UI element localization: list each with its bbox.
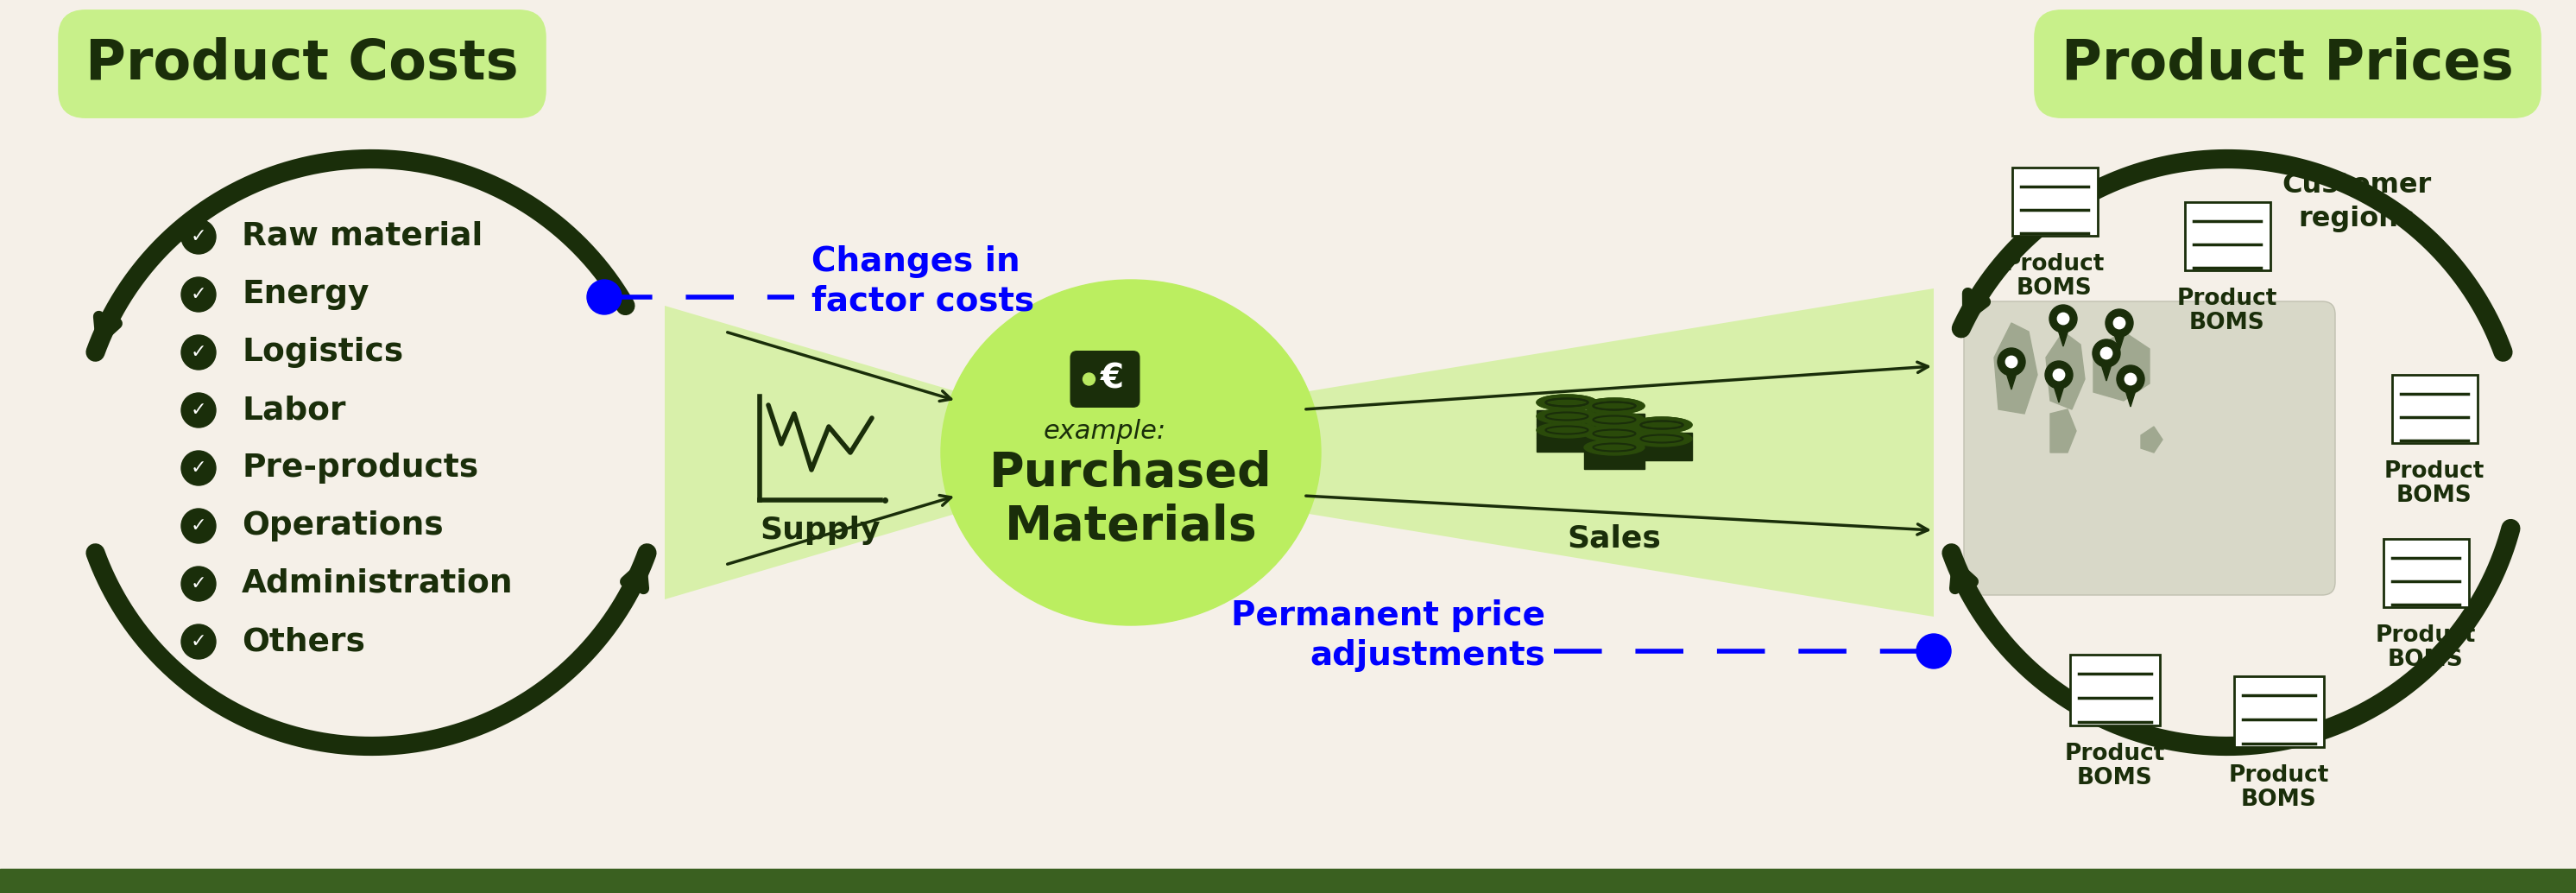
Text: Product Prices: Product Prices	[2061, 38, 2514, 91]
Text: Permanent price
adjustments: Permanent price adjustments	[1231, 599, 1546, 672]
Circle shape	[180, 624, 216, 659]
Text: ✓: ✓	[191, 228, 206, 246]
Polygon shape	[665, 305, 958, 599]
Bar	[1584, 413, 1643, 428]
Bar	[1538, 410, 1597, 424]
Circle shape	[2125, 373, 2136, 385]
Ellipse shape	[1631, 431, 1692, 446]
Polygon shape	[2123, 385, 2138, 407]
Circle shape	[180, 509, 216, 543]
Ellipse shape	[1538, 395, 1597, 410]
Text: Product
BOMS: Product BOMS	[2066, 743, 2166, 789]
FancyBboxPatch shape	[2012, 168, 2097, 236]
Text: Product
BOMS: Product BOMS	[2228, 764, 2329, 811]
Bar	[1631, 433, 1692, 446]
Text: Labor: Labor	[242, 395, 345, 426]
Bar	[1584, 428, 1643, 441]
FancyBboxPatch shape	[2383, 538, 2468, 607]
Circle shape	[1996, 348, 2025, 376]
Circle shape	[2050, 305, 2076, 332]
Text: Administration: Administration	[242, 568, 513, 599]
Text: Operations: Operations	[242, 511, 443, 541]
Circle shape	[2099, 347, 2112, 359]
Text: ✓: ✓	[191, 517, 206, 535]
Polygon shape	[2112, 329, 2125, 351]
Text: ✓: ✓	[191, 344, 206, 361]
Circle shape	[180, 335, 216, 370]
FancyBboxPatch shape	[2184, 202, 2269, 271]
Circle shape	[2105, 309, 2133, 337]
Ellipse shape	[1631, 417, 1692, 433]
Polygon shape	[2004, 367, 2020, 389]
Bar	[0, 869, 2576, 893]
Text: Logistics: Logistics	[242, 337, 404, 368]
Ellipse shape	[1538, 408, 1597, 424]
Text: Others: Others	[242, 626, 366, 657]
Text: Product
BOMS: Product BOMS	[2375, 624, 2476, 671]
Text: Product
BOMS: Product BOMS	[2004, 253, 2105, 300]
Ellipse shape	[1584, 439, 1643, 455]
Ellipse shape	[1584, 398, 1643, 413]
Text: Supply: Supply	[760, 515, 881, 545]
Ellipse shape	[1584, 398, 1643, 413]
Bar	[1584, 441, 1643, 455]
Circle shape	[180, 393, 216, 428]
Polygon shape	[1303, 288, 1935, 617]
Text: Customer
regions: Customer regions	[2282, 172, 2432, 232]
Circle shape	[180, 451, 216, 486]
Ellipse shape	[1584, 426, 1643, 441]
Bar	[1584, 455, 1643, 469]
Circle shape	[2058, 313, 2069, 324]
Text: Product Costs: Product Costs	[85, 38, 518, 91]
Bar	[1538, 438, 1597, 452]
Ellipse shape	[1538, 422, 1597, 438]
Bar	[1538, 424, 1597, 438]
FancyBboxPatch shape	[1069, 351, 1141, 407]
Polygon shape	[2094, 331, 2148, 401]
FancyBboxPatch shape	[2071, 655, 2159, 725]
Text: ✓: ✓	[191, 402, 206, 419]
Circle shape	[2092, 339, 2120, 367]
Polygon shape	[2056, 324, 2071, 346]
Circle shape	[2112, 317, 2125, 329]
Polygon shape	[2050, 409, 2076, 453]
Text: ✓: ✓	[191, 460, 206, 477]
Text: Raw material: Raw material	[242, 221, 482, 252]
Text: Product
BOMS: Product BOMS	[2177, 288, 2277, 334]
Circle shape	[1082, 373, 1095, 385]
Ellipse shape	[1631, 417, 1692, 433]
Polygon shape	[2053, 380, 2066, 403]
Ellipse shape	[1584, 412, 1643, 428]
Circle shape	[587, 280, 621, 314]
Text: Pre-products: Pre-products	[242, 453, 479, 484]
Circle shape	[2045, 361, 2074, 388]
Ellipse shape	[1538, 395, 1597, 410]
Text: ✓: ✓	[191, 633, 206, 650]
Ellipse shape	[940, 280, 1321, 625]
Bar	[1631, 446, 1692, 460]
Polygon shape	[2099, 359, 2112, 380]
Circle shape	[180, 277, 216, 312]
Text: Product
BOMS: Product BOMS	[2385, 460, 2486, 507]
Circle shape	[2053, 369, 2066, 380]
Text: Purchased
Materials: Purchased Materials	[989, 450, 1273, 550]
Circle shape	[180, 566, 216, 601]
Text: Sales: Sales	[1566, 524, 1662, 554]
Text: €: €	[1100, 363, 1123, 396]
Text: Changes in
factor costs: Changes in factor costs	[811, 246, 1036, 318]
Circle shape	[2007, 356, 2017, 368]
Circle shape	[1917, 634, 1950, 669]
FancyBboxPatch shape	[2233, 676, 2324, 747]
Text: example:: example:	[1043, 419, 1167, 444]
Polygon shape	[2141, 427, 2161, 453]
Polygon shape	[2045, 331, 2084, 409]
Text: Energy: Energy	[242, 279, 368, 310]
Circle shape	[180, 220, 216, 254]
Text: ✓: ✓	[191, 575, 206, 592]
FancyBboxPatch shape	[2393, 375, 2478, 443]
FancyBboxPatch shape	[1963, 302, 2336, 595]
Circle shape	[2117, 365, 2143, 393]
Text: ✓: ✓	[191, 286, 206, 303]
Polygon shape	[1994, 323, 2038, 413]
